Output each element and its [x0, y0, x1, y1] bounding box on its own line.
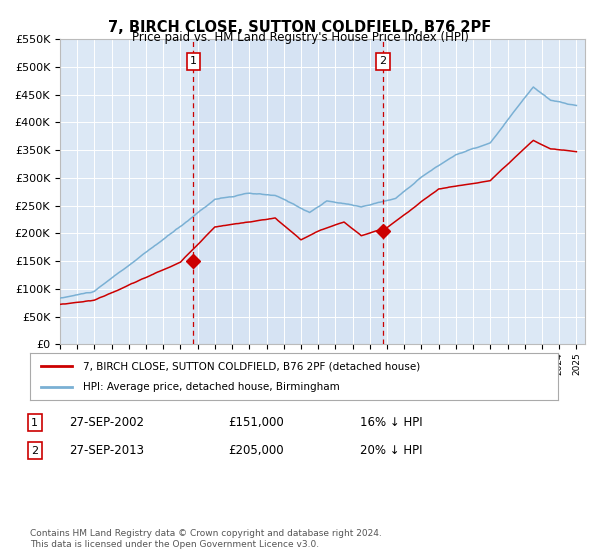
- Text: 1: 1: [31, 418, 38, 428]
- Text: 2: 2: [31, 446, 38, 456]
- Text: £205,000: £205,000: [228, 444, 284, 458]
- Text: Contains HM Land Registry data © Crown copyright and database right 2024.
This d: Contains HM Land Registry data © Crown c…: [30, 529, 382, 549]
- Text: 7, BIRCH CLOSE, SUTTON COLDFIELD, B76 2PF: 7, BIRCH CLOSE, SUTTON COLDFIELD, B76 2P…: [109, 20, 491, 35]
- Text: HPI: Average price, detached house, Birmingham: HPI: Average price, detached house, Birm…: [83, 382, 340, 392]
- Text: £151,000: £151,000: [228, 416, 284, 430]
- Text: 16% ↓ HPI: 16% ↓ HPI: [360, 416, 422, 430]
- Text: 2: 2: [379, 57, 386, 67]
- Text: 27-SEP-2013: 27-SEP-2013: [69, 444, 144, 458]
- Text: 27-SEP-2002: 27-SEP-2002: [69, 416, 144, 430]
- Text: 20% ↓ HPI: 20% ↓ HPI: [360, 444, 422, 458]
- Text: Price paid vs. HM Land Registry's House Price Index (HPI): Price paid vs. HM Land Registry's House …: [131, 31, 469, 44]
- Text: 7, BIRCH CLOSE, SUTTON COLDFIELD, B76 2PF (detached house): 7, BIRCH CLOSE, SUTTON COLDFIELD, B76 2P…: [83, 361, 420, 371]
- Text: 1: 1: [190, 57, 197, 67]
- Bar: [193, 39, 383, 344]
